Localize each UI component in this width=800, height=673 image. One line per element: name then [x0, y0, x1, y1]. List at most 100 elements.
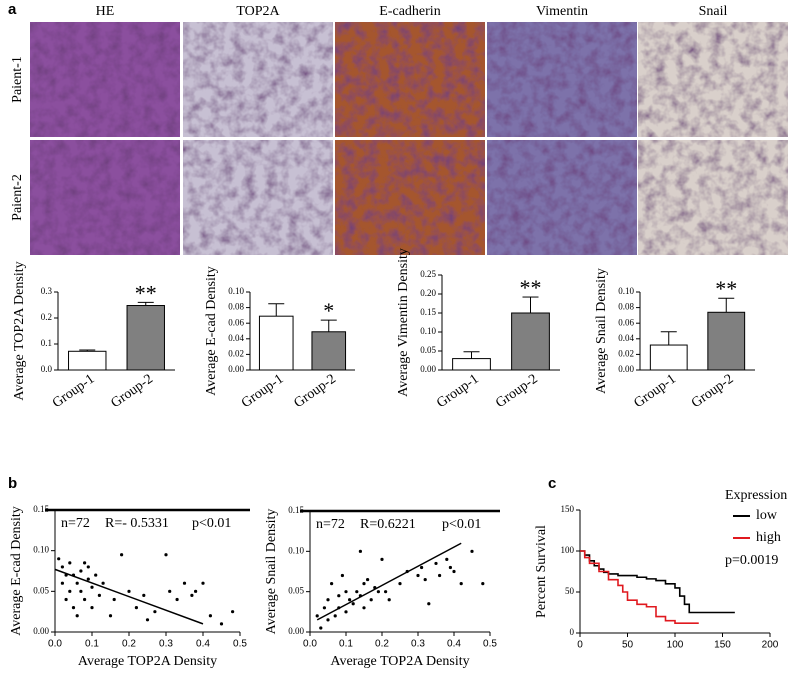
point [120, 553, 124, 557]
y-tick-label: 0.10 [420, 326, 436, 336]
panel-label: b [8, 475, 17, 492]
point [57, 557, 61, 561]
histology-image [335, 140, 485, 255]
bar [258, 315, 294, 371]
point [420, 565, 424, 570]
histology-image [30, 22, 180, 137]
point [112, 597, 116, 602]
panel-label: a [8, 1, 17, 18]
x-axis-label: Average TOP2A Density [330, 654, 469, 669]
x-tick-label: 0.0 [303, 639, 317, 650]
y-tick-label: 100 [561, 545, 575, 555]
y-tick-label: 0.25 [420, 269, 436, 279]
y-tick-label: 0.15 [420, 307, 436, 317]
y-axis-label: Percent Survival [534, 525, 549, 618]
stat-annotation: n=72 [61, 516, 90, 531]
point [90, 606, 94, 610]
point [326, 598, 330, 602]
point [319, 626, 323, 630]
point [387, 598, 391, 602]
x-tick-label: Group-1 [631, 372, 678, 411]
x-tick-label: 0.0 [48, 639, 62, 650]
fit-line [54, 568, 204, 625]
point [369, 598, 373, 602]
point [416, 573, 420, 578]
histology-image [487, 140, 637, 255]
point [376, 590, 380, 594]
point [344, 590, 348, 594]
point [398, 582, 402, 586]
x-tick-label: 200 [762, 640, 779, 651]
point [208, 614, 212, 618]
point [362, 606, 366, 610]
point [86, 565, 90, 569]
x-tick-label: 0.5 [233, 639, 247, 650]
point [423, 577, 427, 582]
x-tick-label: Group-2 [689, 372, 736, 411]
point [448, 565, 452, 570]
point [219, 622, 224, 626]
x-tick-label: Group-1 [434, 372, 481, 411]
x-tick-label: 0 [577, 640, 583, 651]
y-axis-label: Average TOP2A Density [12, 261, 27, 400]
y-tick-label: 0.00 [33, 626, 49, 636]
point [330, 582, 334, 586]
y-tick-label: 0.2 [41, 312, 52, 322]
point [60, 565, 64, 569]
point [445, 557, 449, 562]
point [351, 602, 355, 606]
point [380, 557, 384, 562]
x-tick-label: 0.3 [411, 639, 425, 650]
point [337, 594, 341, 598]
x-tick-label: Group-1 [50, 372, 97, 411]
stat-annotation: p<0.01 [192, 516, 231, 531]
point [142, 593, 146, 598]
patient-label: Paient-2 [10, 174, 25, 221]
point [97, 593, 101, 598]
y-tick-label: 0.10 [228, 286, 244, 296]
histology-image [638, 140, 788, 255]
y-tick-label: 0.02 [228, 348, 244, 358]
y-tick-label: 0.10 [33, 545, 49, 555]
fit-line [316, 542, 462, 621]
point [231, 610, 235, 614]
point [201, 581, 205, 585]
x-tick-label: 0.4 [196, 639, 210, 650]
point [145, 618, 150, 622]
point [333, 614, 337, 618]
y-tick-label: 0.06 [618, 317, 634, 327]
y-tick-label: 0.1 [41, 338, 52, 348]
x-axis-label: Average TOP2A Density [78, 654, 217, 669]
survival-line [580, 550, 735, 614]
y-tick-label: 0.05 [288, 586, 304, 596]
stain-header: Snail [699, 4, 728, 19]
x-tick-label: 50 [622, 640, 634, 651]
point [438, 573, 442, 578]
x-tick-label: 0.1 [85, 639, 99, 650]
point [71, 606, 76, 610]
point [68, 561, 72, 565]
x-tick-label: 100 [667, 640, 684, 651]
histology-image [638, 22, 788, 137]
point [358, 549, 362, 553]
point [86, 577, 90, 581]
y-tick-label: 0.00 [228, 364, 244, 374]
point [134, 606, 138, 610]
y-tick-label: 0.0 [41, 364, 53, 374]
point [452, 569, 456, 574]
point [101, 581, 105, 585]
y-tick-label: 0.02 [618, 348, 634, 358]
point [64, 597, 68, 602]
x-tick-label: 150 [714, 640, 731, 651]
point [344, 610, 348, 614]
point [60, 581, 64, 585]
significance: ** [715, 276, 737, 301]
legend-title: Expression [725, 488, 787, 503]
stat-annotation: R=- 0.5331 [105, 516, 169, 531]
point [194, 589, 198, 593]
y-tick-label: 0.04 [618, 333, 634, 343]
point [459, 582, 463, 586]
y-axis-label: Average E-cad Density [9, 506, 24, 636]
point [348, 598, 352, 602]
